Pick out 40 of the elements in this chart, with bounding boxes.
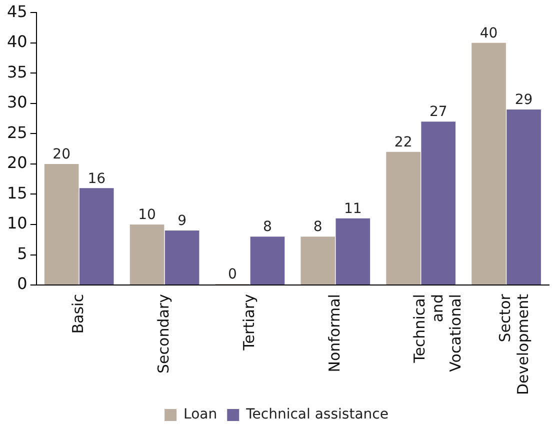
data-label: 16 <box>88 170 106 187</box>
y-tick-label: 25 <box>7 122 28 142</box>
data-label: 10 <box>138 207 156 224</box>
y-tick-label: 30 <box>7 92 28 112</box>
data-label: 40 <box>480 26 498 42</box>
data-label: 29 <box>514 92 533 108</box>
data-label: 8 <box>263 219 272 236</box>
y-tick-label: 20 <box>7 153 28 172</box>
legend-label: Technical assistance <box>245 406 388 423</box>
bar <box>472 42 506 285</box>
bar <box>421 122 456 285</box>
data-label: 22 <box>394 134 412 150</box>
bar <box>250 236 285 285</box>
y-tick-label: 40 <box>7 32 28 52</box>
x-tick-label: Technical and Vocational <box>410 294 465 372</box>
data-label: 27 <box>429 104 448 120</box>
y-tick-label: 0 <box>17 274 28 294</box>
y-tick-label: 15 <box>7 183 28 202</box>
data-label: 11 <box>344 201 362 218</box>
data-label: 8 <box>313 219 322 236</box>
legend-label: Loan <box>184 406 218 423</box>
x-tick-label: Secondary <box>154 294 172 374</box>
y-tick-label: 10 <box>7 214 28 233</box>
data-label: 20 <box>52 146 70 163</box>
y-tick-label: 5 <box>17 244 28 263</box>
y-tick-label: 35 <box>7 62 28 82</box>
data-label: 0 <box>228 266 237 283</box>
x-tick-label: Basic <box>68 294 87 334</box>
bar <box>79 188 114 285</box>
x-tick-label: Tertiary <box>240 294 258 352</box>
bar <box>506 109 541 285</box>
bar <box>130 224 164 285</box>
x-tick-label: Nonformal <box>325 294 344 372</box>
y-tick-label: 45 <box>7 2 28 21</box>
data-label: 9 <box>178 213 186 230</box>
bar <box>164 230 200 285</box>
bar <box>336 218 370 285</box>
bar <box>386 152 420 285</box>
bar <box>44 164 79 285</box>
bar <box>300 236 336 285</box>
